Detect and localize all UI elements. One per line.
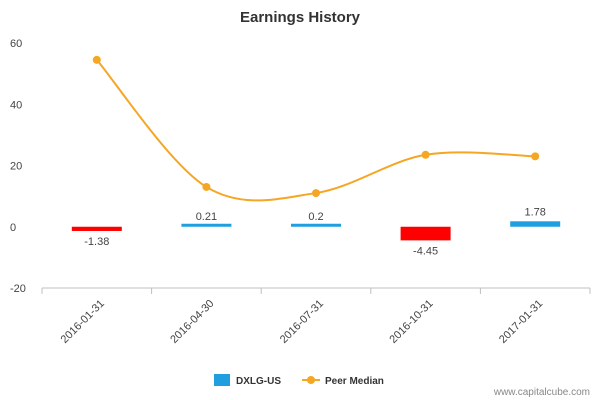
x-tick-label: 2016-04-30 <box>168 298 216 346</box>
peer-median-point <box>202 182 211 191</box>
x-tick-label: 2016-01-31 <box>59 298 107 346</box>
axis-layer: -20 0 20 40 60 2016-01-31 2016-04-30 2016-07-31… <box>10 38 591 346</box>
legend-marker-peer <box>307 376 315 384</box>
legend-label-peer: Peer Median <box>325 376 384 387</box>
y-tick-label: 0 <box>10 222 16 234</box>
peer-median-point <box>531 152 540 161</box>
bar-data-label: 1.78 <box>524 206 545 218</box>
y-tick-label: 20 <box>10 161 22 173</box>
bar <box>71 226 122 231</box>
y-tick-label: -20 <box>10 283 26 295</box>
bar-data-label: 0.2 <box>308 211 323 223</box>
bar-data-label: -4.45 <box>413 245 438 257</box>
peer-median-line <box>96 59 536 202</box>
bar <box>181 223 232 227</box>
x-tick-label: 2016-07-31 <box>278 298 326 346</box>
bar-data-label: -1.38 <box>84 236 109 248</box>
bar <box>510 221 561 227</box>
credit-text: www.capitalcube.com <box>493 387 590 398</box>
legend-label-dxlg: DXLG-US <box>236 376 281 387</box>
peer-median-point <box>92 55 101 64</box>
bar-data-label: 0.21 <box>196 211 217 223</box>
line-layer <box>92 55 540 202</box>
legend-swatch-dxlg <box>214 374 230 386</box>
bar-layer <box>71 221 561 241</box>
chart-title: Earnings History <box>240 9 361 26</box>
peer-median-point <box>312 189 320 198</box>
y-tick-label: 40 <box>10 99 22 111</box>
y-tick-label: 60 <box>10 38 22 50</box>
bar <box>400 226 451 241</box>
data-label-layer: -1.38 0.21 0.2 -4.45 1.78 <box>84 206 546 257</box>
bar <box>291 223 341 227</box>
legend: DXLG-US Peer Median <box>214 374 384 387</box>
peer-median-point <box>421 150 430 159</box>
x-tick-label: 2016-10-31 <box>387 298 435 346</box>
x-tick-label: 2017-01-31 <box>497 298 545 346</box>
